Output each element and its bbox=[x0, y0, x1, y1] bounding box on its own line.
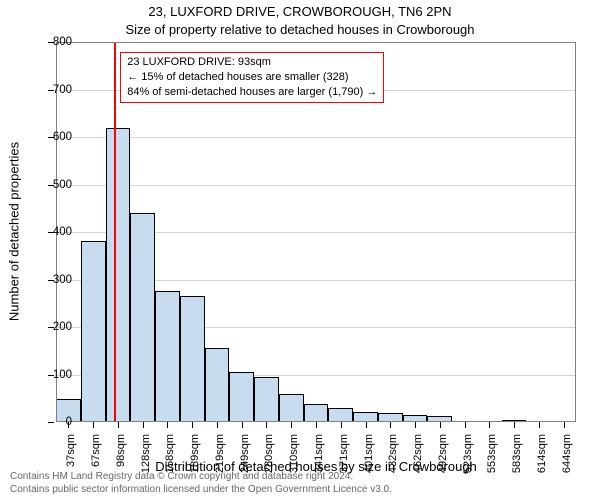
y-axis-label: Number of detached properties bbox=[7, 42, 22, 422]
footer-line: Contains public sector information licen… bbox=[10, 484, 590, 497]
y-tick-label: 300 bbox=[53, 274, 72, 286]
y-tick-label: 800 bbox=[53, 36, 72, 48]
y-tick-label: 0 bbox=[66, 416, 72, 428]
plot-area: 23 LUXFORD DRIVE: 93sqm ← 15% of detache… bbox=[56, 42, 576, 422]
y-tick-label: 500 bbox=[53, 179, 72, 191]
y-tick-label: 600 bbox=[53, 131, 72, 143]
figure: 23, LUXFORD DRIVE, CROWBOROUGH, TN6 2PN … bbox=[0, 0, 600, 500]
y-tick-label: 700 bbox=[53, 84, 72, 96]
title-sub: Size of property relative to detached ho… bbox=[0, 22, 600, 37]
plot-border bbox=[56, 42, 576, 422]
title-main: 23, LUXFORD DRIVE, CROWBOROUGH, TN6 2PN bbox=[0, 4, 600, 19]
y-tick-label: 100 bbox=[53, 369, 72, 381]
footer: Contains HM Land Registry data © Crown c… bbox=[10, 471, 590, 496]
y-tick-label: 200 bbox=[53, 321, 72, 333]
footer-line: Contains HM Land Registry data © Crown c… bbox=[10, 471, 590, 484]
y-tick-label: 400 bbox=[53, 226, 72, 238]
